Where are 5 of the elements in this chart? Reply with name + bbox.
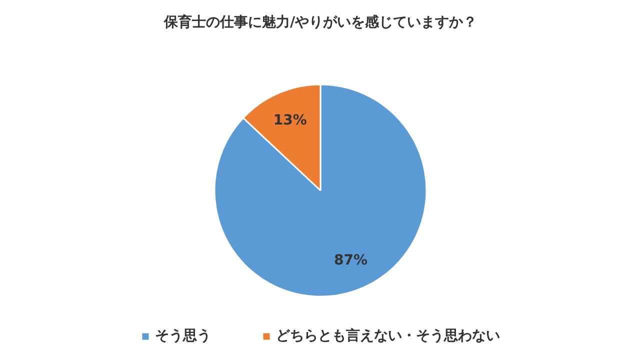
chart-title: 保育士の仕事に魅力/やりがいを感じていますか？: [162, 14, 478, 30]
legend-label: どちらとも言えない・そう思わない: [276, 327, 500, 345]
data-label: 13%: [273, 112, 307, 128]
legend-label: そう思う: [155, 327, 211, 345]
data-label: 87%: [334, 252, 368, 269]
